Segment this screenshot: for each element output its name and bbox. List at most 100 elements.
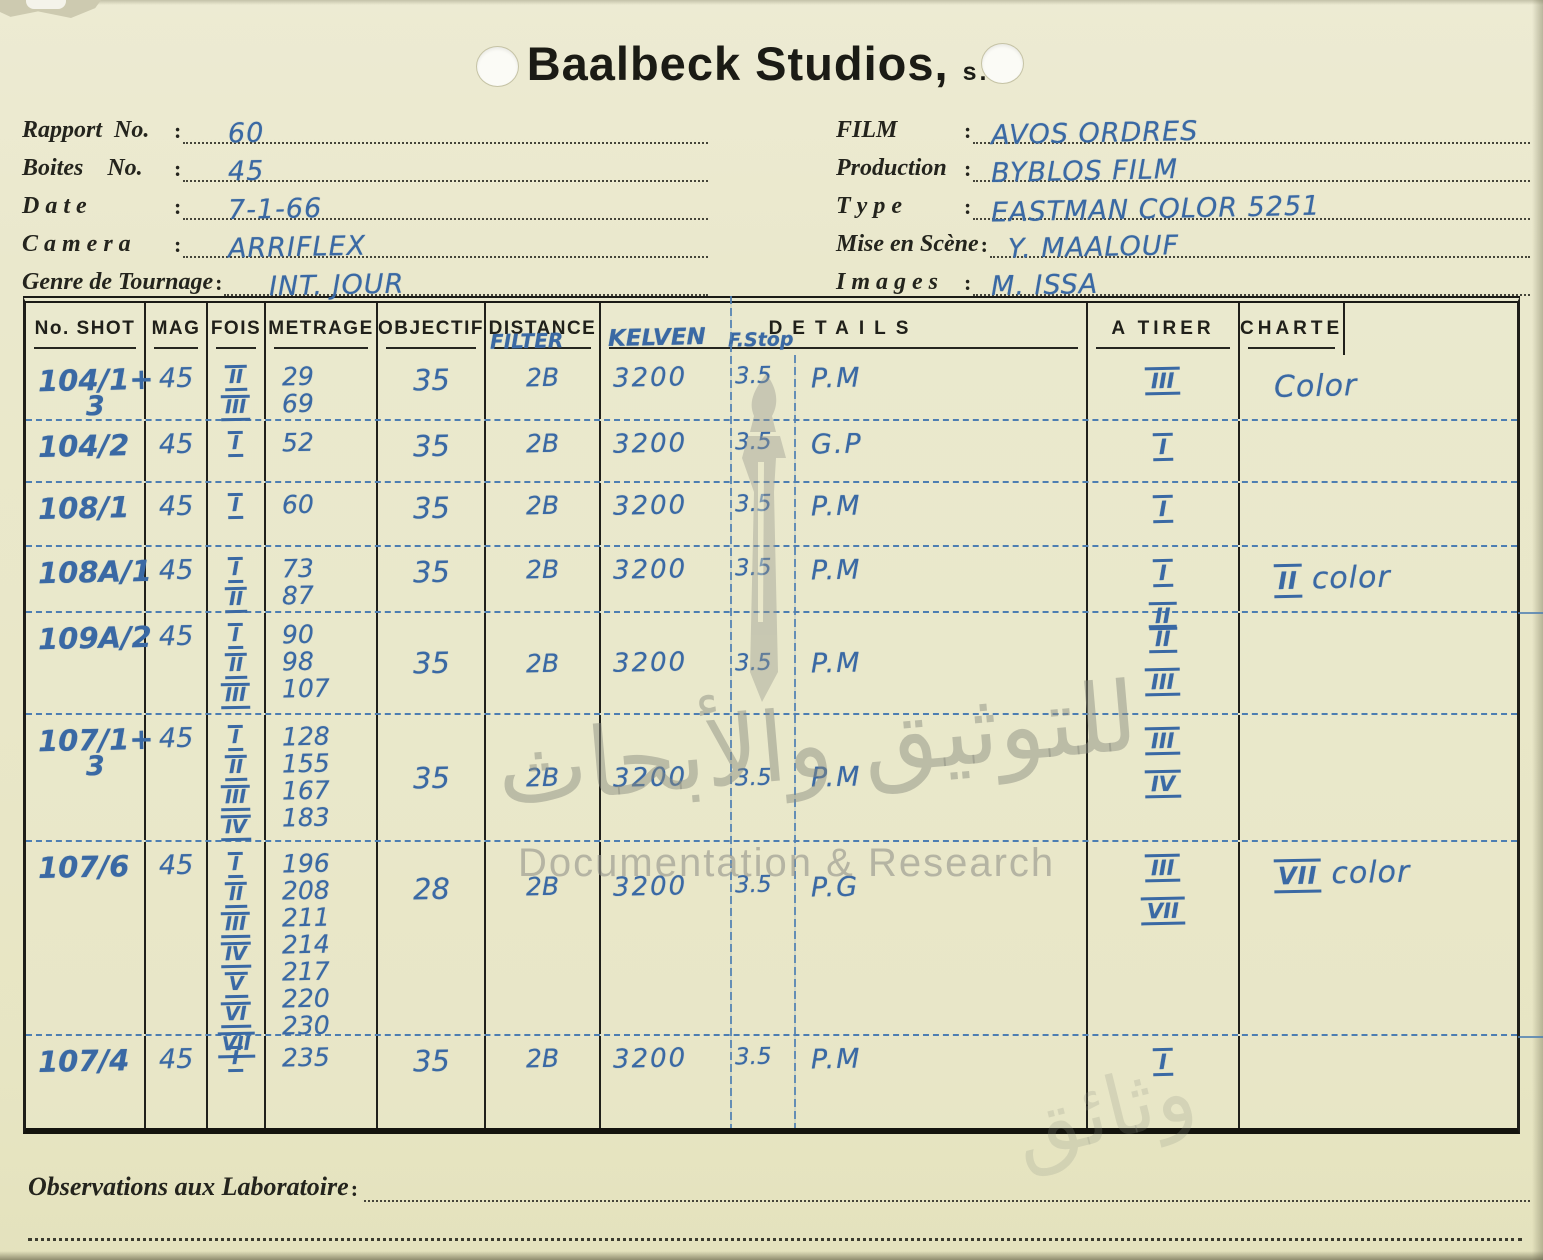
- metrage-value: 60: [281, 489, 315, 520]
- field-label: FILM: [836, 117, 898, 143]
- metrage-value: 211: [281, 902, 331, 933]
- cell-shot-number: 107/4: [26, 1036, 146, 1128]
- metrage-value: 107: [281, 673, 331, 704]
- cell-charte: [1240, 715, 1517, 840]
- observations-label: Observations aux Laboratoire: [28, 1172, 349, 1201]
- cell-details: P.G: [791, 842, 1088, 1034]
- a-tirer-roman-numeral: I: [1152, 558, 1174, 588]
- field-value: 45: [228, 155, 266, 188]
- fois-roman-numeral: I: [228, 556, 244, 584]
- cell-fois: I II III: [208, 613, 266, 713]
- cell-mag: 45: [146, 355, 208, 419]
- objectif-value: 35: [412, 362, 450, 398]
- fois-roman-numeral: I: [228, 622, 244, 650]
- cell-charte: II color: [1240, 547, 1517, 611]
- fois-roman-numeral: V: [224, 971, 248, 998]
- field-value: AVOS ORDRES: [991, 115, 1199, 152]
- charte-roman-numeral: II: [1273, 563, 1303, 599]
- header-a-tirer: A TIRER: [1088, 303, 1240, 355]
- field-colon: :: [964, 156, 972, 181]
- cell-fstop: 3.5: [727, 1036, 791, 1128]
- shot-table: No. SHOT MAG FOIS METRAGE OBJECTIF DISTA…: [23, 296, 1520, 1134]
- mag-value: 45: [158, 722, 194, 755]
- charte-value: VII color: [1273, 855, 1411, 894]
- details-value: P.M: [810, 490, 862, 523]
- paper-edge-bottom: [0, 1251, 1543, 1260]
- cell-charte: [1240, 613, 1517, 713]
- header-objectif: OBJECTIF: [378, 303, 486, 355]
- a-tirer-roman-numeral: III: [1144, 853, 1182, 883]
- mag-value: 45: [158, 554, 194, 587]
- mag-value: 45: [158, 1043, 194, 1076]
- cell-objectif: 35: [378, 715, 486, 840]
- observations-dotted-line: [364, 1168, 1530, 1202]
- mag-value: 45: [158, 490, 194, 523]
- fstop-value: 3.5: [734, 490, 772, 518]
- cell-charte: [1240, 421, 1517, 481]
- cell-a-tirer: I: [1088, 421, 1240, 481]
- form-field-boites: Boites No.: 45: [22, 144, 708, 187]
- cell-a-tirer: III IV: [1088, 715, 1240, 840]
- metrage-value: 87: [281, 580, 315, 611]
- form-field-production: Production: BYBLOS FILM: [836, 144, 1530, 189]
- objectif-value: 35: [412, 554, 450, 590]
- kelvin-value: 3200: [612, 428, 688, 460]
- cell-metrage: 52: [266, 421, 378, 481]
- kelvin-value: 3200: [612, 761, 688, 794]
- cell-kelvin: 3200: [601, 421, 727, 481]
- cell-fois: II III: [208, 355, 266, 422]
- kelvin-value: 3200: [612, 554, 688, 586]
- objectif-value: 28: [412, 871, 450, 907]
- cell-mag: 45: [146, 547, 208, 611]
- fois-roman-numeral: IV: [220, 814, 252, 842]
- a-tirer-roman-numeral: I: [1152, 432, 1174, 462]
- shot-number-sub-value: 3: [85, 750, 106, 783]
- header-fois: FOIS: [208, 303, 266, 355]
- handwritten-filter-annotation: FILTER: [489, 328, 564, 354]
- objectif-value: 35: [412, 490, 450, 526]
- table-row: 104/2 45 I 52 35 2B 3200 3.5 G.P I: [26, 419, 1517, 481]
- cell-details: G.P: [791, 421, 1088, 481]
- field-colon: :: [980, 232, 988, 257]
- field-dotted-line: 60: [183, 112, 708, 149]
- fstop-value: 3.5: [734, 871, 772, 899]
- kelvin-value: 3200: [612, 362, 688, 394]
- details-value: P.M: [810, 646, 862, 680]
- paper-edge-right: [1532, 0, 1543, 1260]
- cell-fstop: 3.5: [727, 483, 791, 545]
- cell-shot-number: 104/1+ 3: [26, 355, 154, 422]
- fois-roman-numeral: II: [224, 881, 248, 909]
- cell-shot-number: 108/1: [26, 483, 146, 545]
- table-row: 109A/2 45 I II III 90 98 107 35 2B 3200 3.5 P.M II III: [26, 611, 1517, 713]
- field-dotted-line: 45: [183, 150, 708, 187]
- fois-roman-numeral: I: [228, 1045, 244, 1073]
- cell-charte: VII color: [1240, 842, 1517, 1034]
- header-charte: CHARTE: [1240, 303, 1346, 355]
- field-dotted-line: 7-1-66: [183, 188, 708, 226]
- field-colon: :: [964, 194, 972, 219]
- metrage-value: 208: [281, 875, 331, 906]
- field-colon: :: [215, 270, 223, 295]
- cell-kelvin: 3200: [601, 613, 727, 713]
- field-value: BYBLOS FILM: [991, 154, 1179, 189]
- header-metrage: METRAGE: [266, 303, 378, 355]
- cell-shot-number: 107/1+ 3: [26, 715, 154, 840]
- fois-roman-numeral: II: [224, 754, 248, 782]
- shot-number-value: 107/4: [37, 1043, 130, 1079]
- metrage-value: 235: [281, 1042, 331, 1073]
- cell-objectif: 35: [378, 547, 486, 611]
- cell-objectif: 35: [378, 613, 486, 713]
- metrage-value: 196: [281, 848, 331, 879]
- table-row: 108/1 45 I 60 35 2B 3200 3.5 P.M I: [26, 481, 1517, 545]
- objectif-value: 35: [412, 428, 450, 464]
- field-value: M. ISSA: [991, 268, 1099, 303]
- shot-number-value: 108A/1: [37, 553, 153, 591]
- cell-mag: 45: [146, 1036, 208, 1128]
- cell-mag: 45: [146, 842, 208, 1034]
- cell-details: P.M: [791, 613, 1088, 713]
- a-tirer-roman-numeral: I: [1152, 494, 1174, 524]
- cell-objectif: 28: [378, 842, 486, 1034]
- mag-value: 45: [158, 362, 194, 395]
- field-dotted-line: INT. JOUR: [224, 264, 708, 302]
- cell-filter: 2B: [486, 483, 601, 545]
